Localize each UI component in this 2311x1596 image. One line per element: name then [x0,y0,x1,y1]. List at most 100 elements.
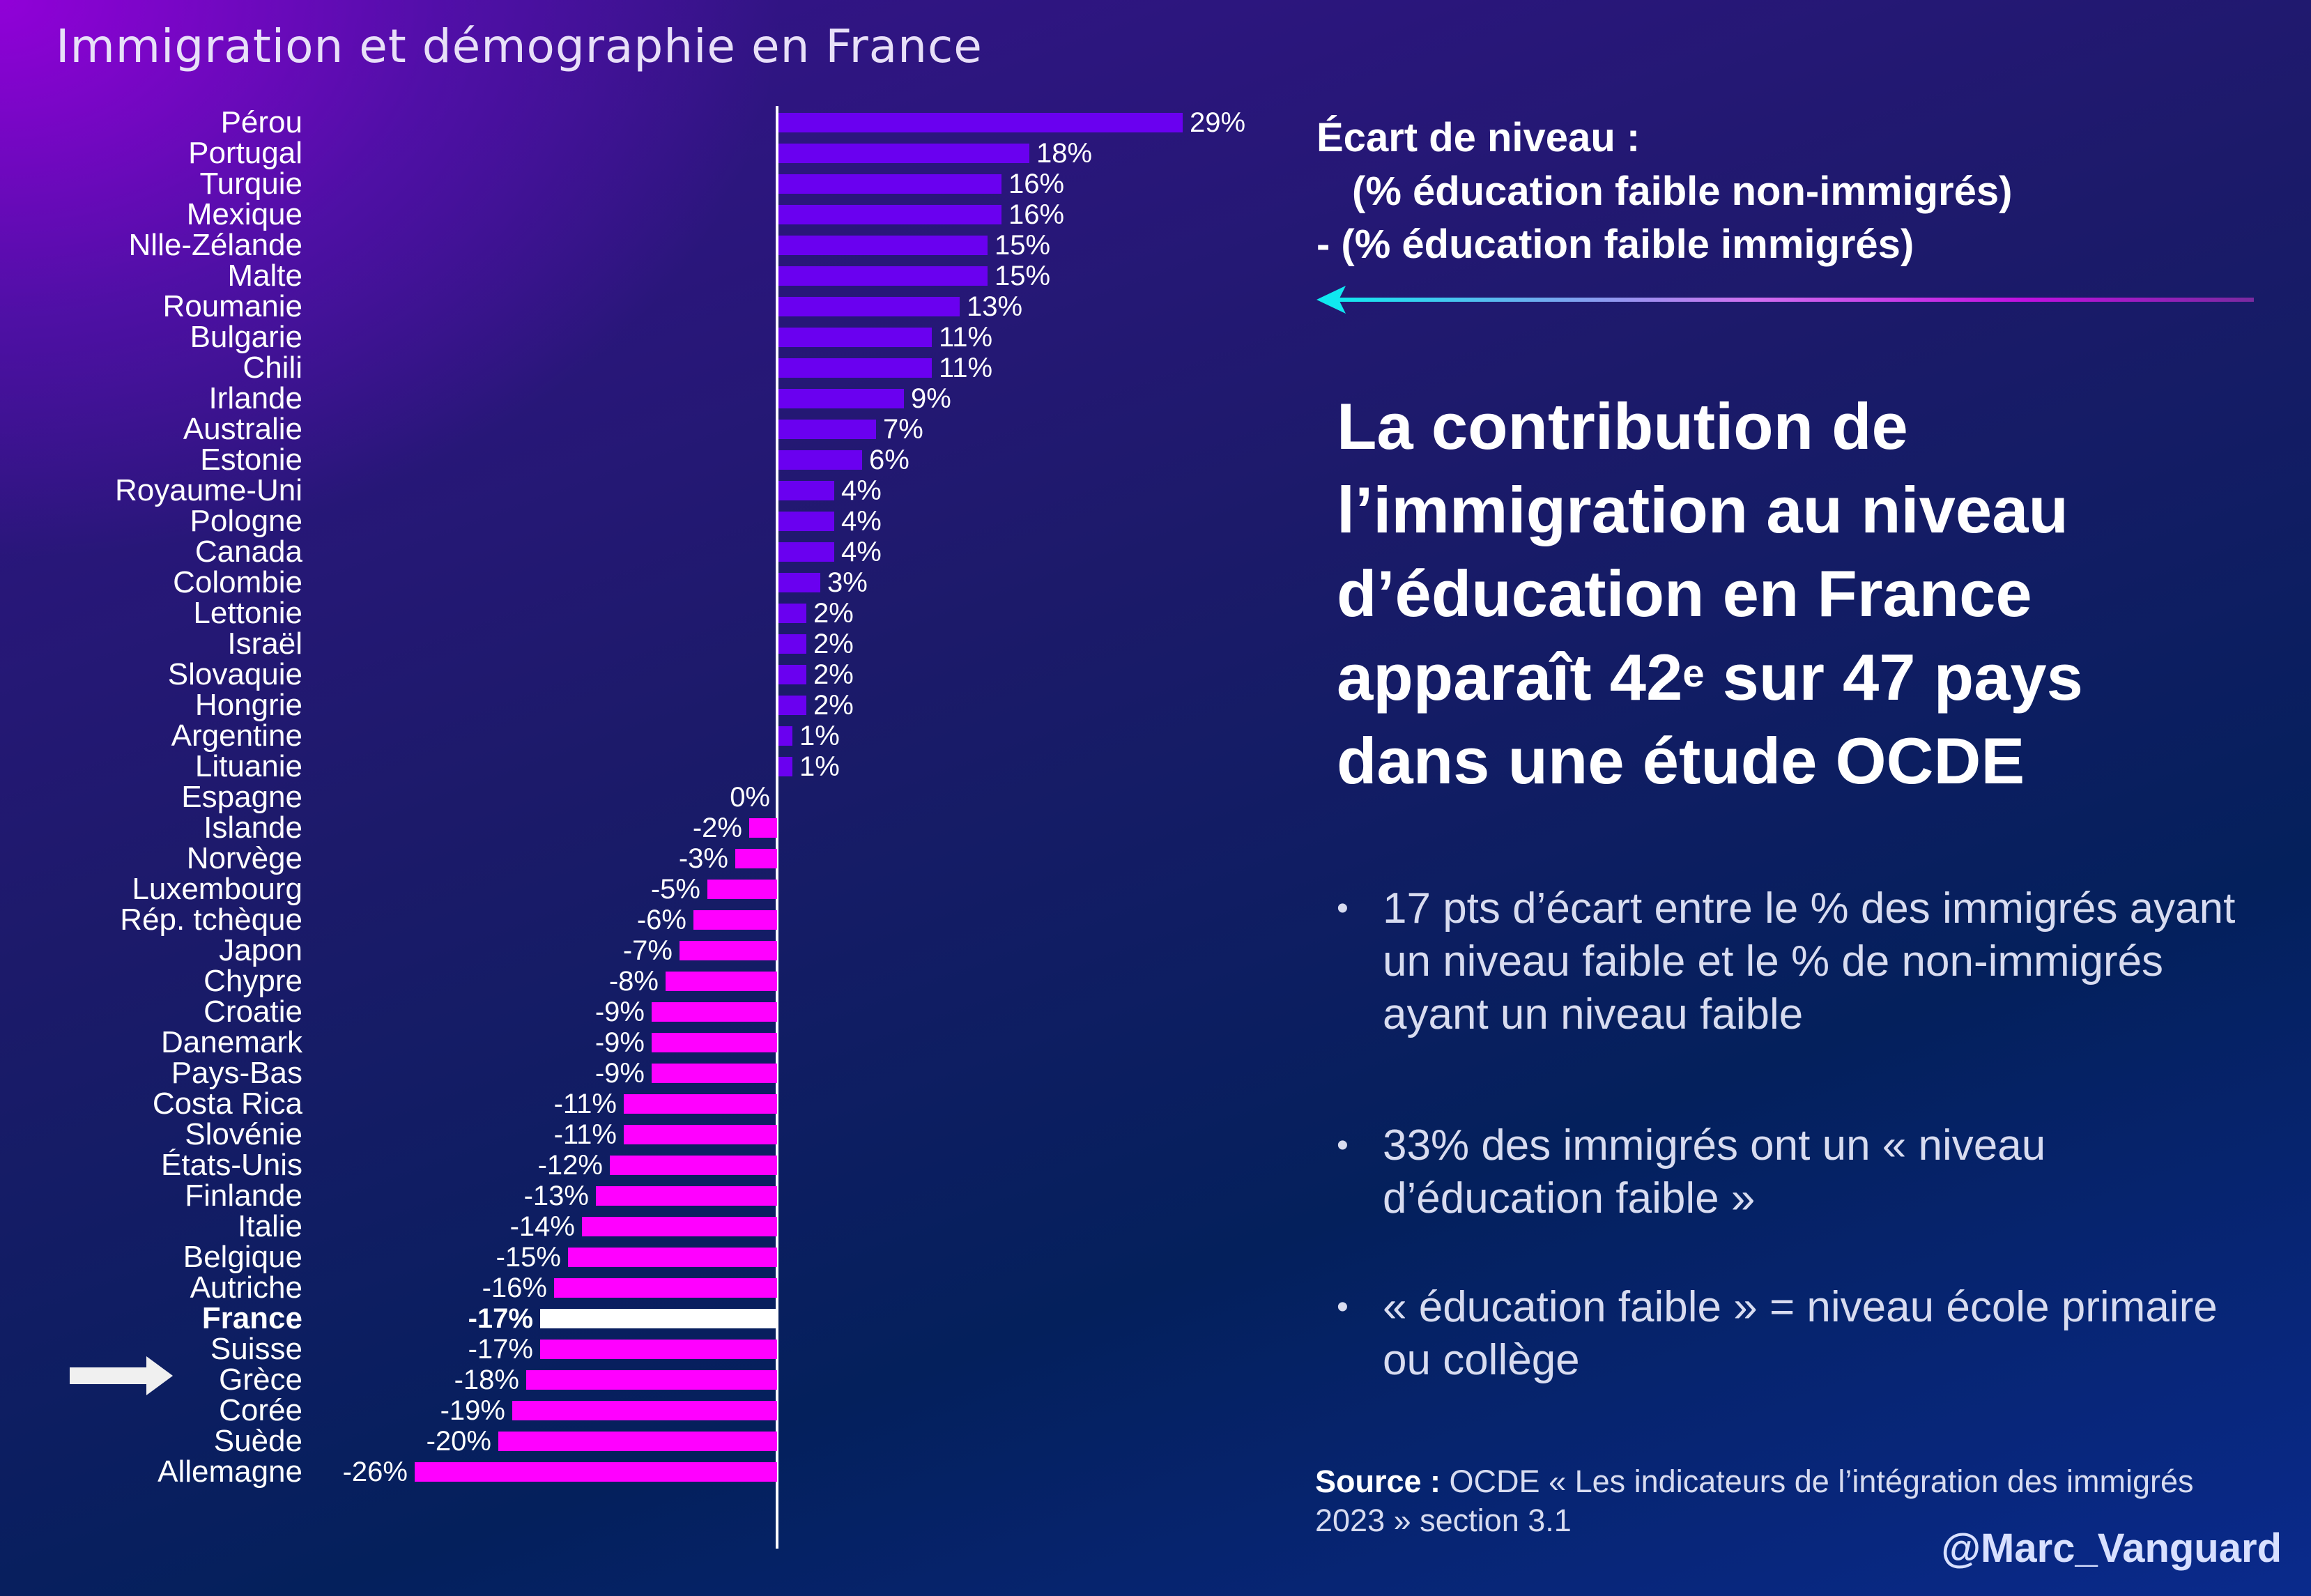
data-label: -5% [650,874,700,905]
category-label: Allemagne [158,1455,302,1489]
data-label: -18% [454,1365,519,1395]
bar [778,450,862,470]
bar [707,880,777,899]
bar [610,1156,777,1175]
bar [652,1033,777,1052]
bar [526,1370,777,1390]
definition-line: (% éducation faible non-immigrés) [1352,169,2013,214]
data-label: 6% [869,445,909,475]
bar [778,481,834,500]
data-label: 1% [799,751,840,782]
data-label: -20% [426,1426,491,1457]
data-label: 1% [799,721,840,751]
zero-axis-line [776,106,778,1549]
category-label: Mexique [186,197,302,231]
category-label: Bulgarie [190,320,302,354]
category-label: Pays-Bas [171,1056,302,1090]
bar [778,420,876,439]
bar [596,1186,777,1206]
bar-chart: Pérou 29% Portugal 18% Turquie 16% Mexique 16% N… [70,106,1183,1549]
bar [778,144,1029,163]
bar [554,1278,777,1298]
bullet-text: « éducation faible » = niveau école prim… [1383,1283,2218,1384]
bar [540,1309,777,1328]
category-label: Slovaquie [167,657,302,691]
bar [778,328,932,347]
category-label: Luxembourg [132,872,302,906]
data-label: 15% [995,261,1051,291]
data-label: -9% [594,1058,645,1089]
bar [778,113,1183,132]
category-label: Malte [227,259,302,293]
author-handle: @Marc_Vanguard [1941,1526,2282,1571]
bar [749,818,777,838]
bar [778,604,806,623]
bullet-icon: • [1337,1289,1349,1326]
data-label: 16% [1008,169,1065,199]
data-label: 2% [813,598,854,629]
bar [735,849,777,868]
data-label: -2% [692,813,742,843]
category-label: Danemark [161,1025,302,1059]
data-label: -3% [678,843,728,874]
data-label: 2% [813,659,854,690]
bar [693,910,777,930]
category-label: Espagne [181,780,302,814]
category-label: Corée [219,1393,302,1427]
bullet-text: 17 pts d’écart entre le % des immigrés a… [1383,884,2236,1038]
bar [415,1462,777,1482]
source-note: Source : OCDE « Les indicateurs de l’int… [1315,1462,2221,1540]
definition-line: - (% éducation faible immigrés) [1316,222,1914,267]
data-label: 0% [730,782,770,813]
data-label: 18% [1036,138,1093,169]
bullet-text: 33% des immigrés ont un « niveau d’éduca… [1383,1121,2046,1222]
category-label: Suède [213,1424,302,1458]
data-label: -15% [496,1242,561,1273]
data-label: 9% [911,383,951,414]
bar [778,634,806,654]
category-label: Israël [227,627,302,661]
headline-text: sur 47 pays [1704,640,2083,714]
category-label: Autriche [190,1271,302,1305]
data-label: -7% [622,935,673,966]
category-label: Lettonie [193,596,302,630]
data-label: -9% [594,997,645,1027]
headline-text: apparaît 42 [1337,640,1683,714]
data-label: 3% [827,567,868,598]
data-label: -17% [468,1303,533,1334]
category-label: Rép. tchèque [120,903,302,937]
bar [778,205,1001,224]
category-label: Norvège [186,841,302,875]
bar [652,1064,777,1083]
category-label: Japon [219,933,302,967]
source-text: OCDE « Les indicateurs de l’intégration … [1315,1464,2194,1538]
bar [498,1432,777,1451]
category-label: Turquie [199,167,302,201]
category-label: Royaume-Uni [115,473,302,507]
page-title: Immigration et démographie en France [56,20,983,73]
arrow-right-icon [70,1356,173,1395]
bar [778,358,932,378]
category-label: Finlande [185,1179,302,1213]
data-label: -11% [553,1089,617,1119]
category-label: Chypre [204,964,302,998]
data-label: 4% [841,506,882,537]
data-label: 4% [841,475,882,506]
category-label: Chili [243,351,302,385]
category-label: Estonie [200,443,302,477]
headline: La contribution de l’immigration au nive… [1337,385,2083,803]
headline-line: d’éducation en France [1337,557,2032,630]
bar [778,542,834,562]
category-label: Roumanie [162,289,302,323]
category-label: Croatie [204,995,302,1029]
bar [624,1094,777,1114]
category-label: Grèce [219,1363,302,1397]
category-label: Lituanie [194,749,302,783]
bullet-icon: • [1337,890,1349,927]
source-label: Source : [1315,1464,1441,1499]
bar [540,1340,777,1359]
data-label: 2% [813,629,854,659]
data-label: 4% [841,537,882,567]
category-label: France [201,1301,302,1335]
bullet-icon: • [1337,1127,1349,1164]
